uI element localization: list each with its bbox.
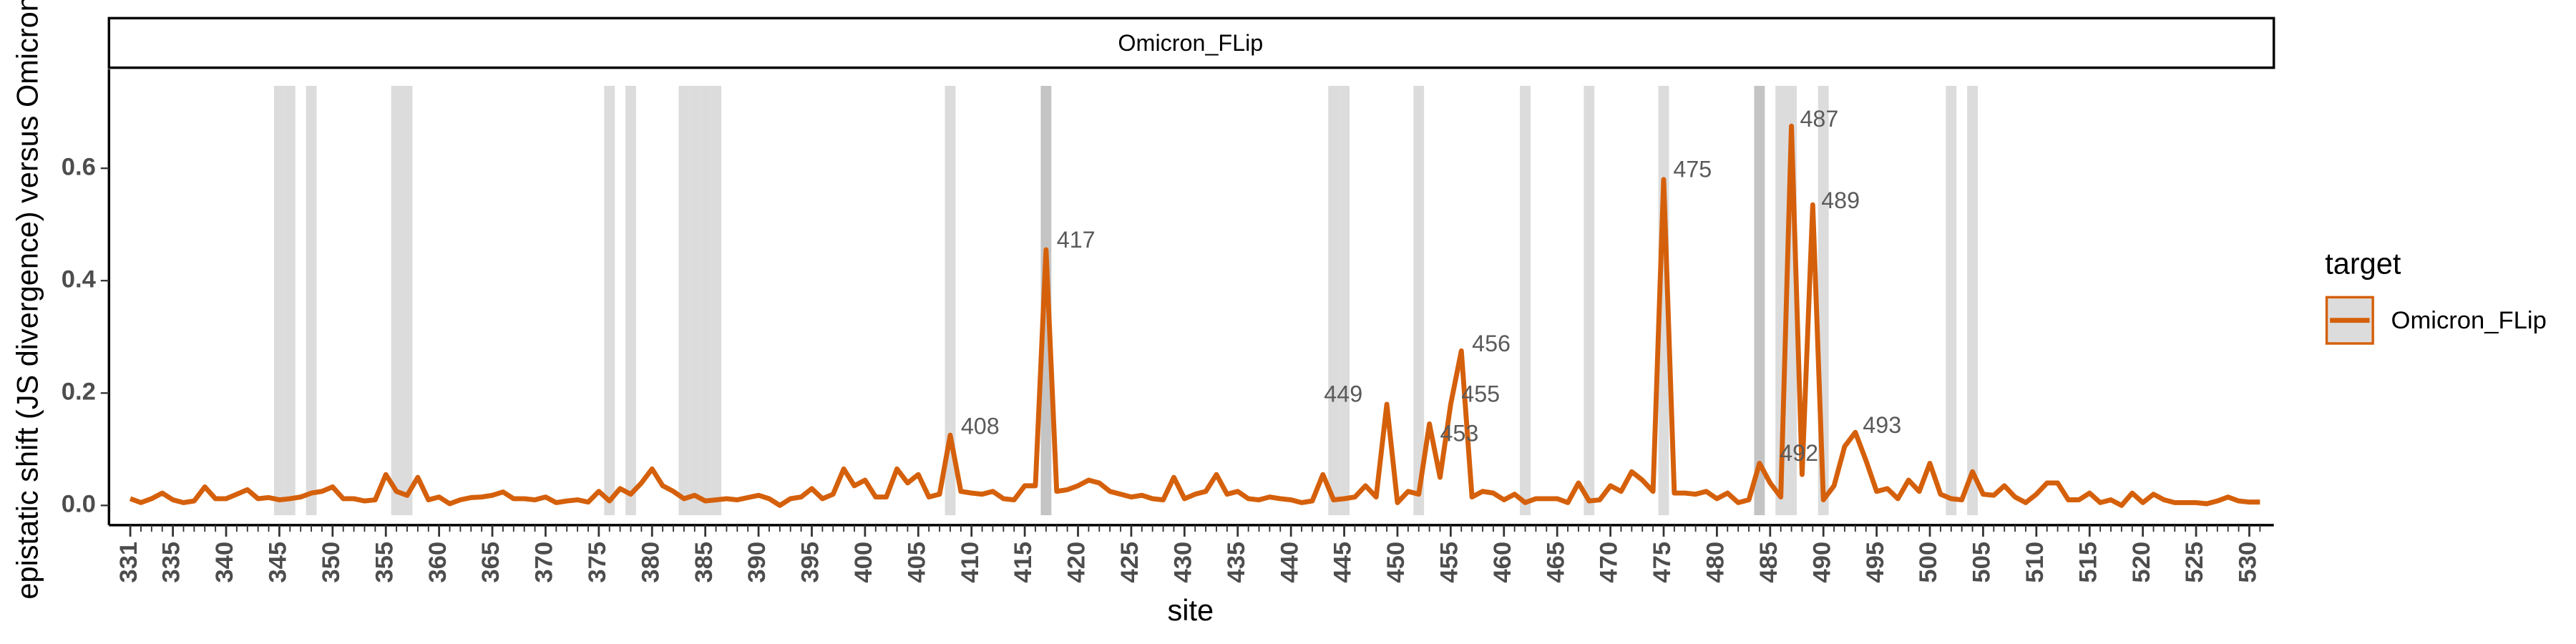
shaded-site — [678, 86, 690, 515]
legend-title: target — [2325, 247, 2401, 280]
x-tick-label: 395 — [797, 542, 824, 583]
shaded-site — [604, 86, 615, 515]
y-tick-label: 0.2 — [62, 378, 96, 405]
annotation: 475 — [1673, 157, 1712, 182]
x-axis-title: site — [1168, 593, 1214, 627]
shaded-site — [1413, 86, 1425, 515]
x-tick-label: 510 — [2021, 542, 2049, 583]
x-tick-label: 350 — [318, 542, 345, 583]
x-tick-label: 455 — [1436, 542, 1463, 583]
x-tick-label: 420 — [1063, 542, 1091, 583]
shaded-site — [1328, 86, 1340, 515]
annotation: 489 — [1821, 187, 1860, 213]
shaded-site — [711, 86, 721, 515]
x-tick-label: 400 — [850, 542, 877, 583]
x-tick-label: 340 — [211, 542, 238, 583]
shaded-site — [306, 86, 317, 515]
annotation: 408 — [961, 414, 1000, 439]
x-tick-label: 390 — [743, 542, 771, 583]
shaded-site — [625, 86, 636, 515]
x-tick-label: 515 — [2074, 542, 2102, 583]
x-tick-label: 405 — [903, 542, 930, 583]
x-tick-label: 360 — [424, 542, 452, 583]
x-tick-label: 450 — [1382, 542, 1410, 583]
x-tick-label: 375 — [584, 542, 611, 583]
annotation: 492 — [1780, 440, 1818, 466]
shaded-site — [401, 86, 413, 515]
x-tick-label: 480 — [1702, 542, 1729, 583]
x-tick-label: 410 — [957, 542, 984, 583]
x-tick-label: 430 — [1169, 542, 1196, 583]
y-tick-label: 0.4 — [62, 265, 97, 293]
shaded-site — [1584, 86, 1595, 515]
facet-strip — [107, 16, 2275, 69]
shaded-site — [689, 86, 701, 515]
x-tick-label: 331 — [115, 542, 142, 583]
x-tick-label: 385 — [691, 542, 718, 583]
shaded-site — [391, 86, 402, 515]
annotation: 487 — [1800, 106, 1838, 132]
x-tick-label: 490 — [1808, 542, 1835, 583]
x-tick-label: 465 — [1542, 542, 1569, 583]
x-tick-label: 460 — [1489, 542, 1516, 583]
facet-label: Omicron_FLip — [1118, 30, 1263, 56]
x-tick-label: 470 — [1596, 542, 1623, 583]
annotation: 453 — [1440, 421, 1478, 447]
x-tick-label: 440 — [1276, 542, 1303, 583]
shaded-site — [945, 86, 956, 515]
shaded-site — [1754, 86, 1765, 515]
x-tick-label: 520 — [2128, 542, 2155, 583]
x-tick-label: 335 — [158, 542, 185, 583]
annotation: 493 — [1863, 412, 1901, 438]
x-tick-label: 530 — [2235, 542, 2262, 583]
x-tick-label: 365 — [477, 542, 504, 583]
x-tick-label: 445 — [1330, 542, 1357, 583]
annotation: 456 — [1472, 331, 1511, 356]
x-tick-label: 415 — [1010, 542, 1037, 583]
x-tick-label: 380 — [637, 542, 664, 583]
annotation: 417 — [1057, 227, 1096, 253]
annotation: 455 — [1461, 381, 1500, 407]
x-tick-label: 345 — [265, 542, 292, 583]
y-axis-title: epistatic shift (JS divergence) versus O… — [11, 0, 44, 600]
x-tick-label: 500 — [1915, 542, 1942, 583]
shaded-site — [284, 86, 296, 515]
x-tick-label: 525 — [2181, 542, 2208, 583]
shaded-site — [273, 86, 285, 515]
y-tick-label: 0.6 — [62, 153, 96, 180]
x-tick-label: 505 — [1968, 542, 1996, 583]
x-tick-label: 355 — [371, 542, 398, 583]
y-tick-label: 0.0 — [62, 490, 96, 517]
x-tick-label: 495 — [1862, 542, 1889, 583]
x-tick-label: 425 — [1116, 542, 1143, 583]
x-tick-label: 475 — [1649, 542, 1676, 583]
shaded-site — [700, 86, 711, 515]
legend-label: Omicron_FLip — [2391, 307, 2547, 334]
annotation: 449 — [1324, 381, 1362, 407]
series-line — [129, 123, 2260, 508]
x-tick-label: 370 — [531, 542, 558, 583]
shaded-site — [1520, 86, 1531, 515]
shaded-site — [1946, 86, 1957, 515]
x-tick-label: 485 — [1755, 542, 1782, 583]
x-tick-label: 435 — [1223, 542, 1250, 583]
shaded-site — [1967, 86, 1978, 515]
shaded-site — [1339, 86, 1350, 515]
